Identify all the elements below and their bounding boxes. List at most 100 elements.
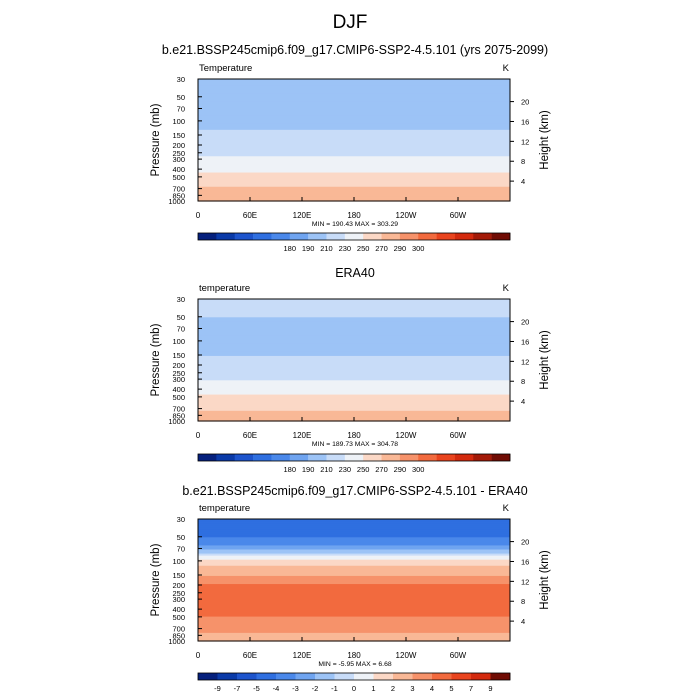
pressure-tick-label: 100 <box>172 557 185 566</box>
colorbar-tick-label: 180 <box>284 465 297 474</box>
colorbar-tick-label: 230 <box>339 465 352 474</box>
colorbar-swatch <box>454 233 474 240</box>
colorbar-tick-label: 300 <box>412 465 425 474</box>
pressure-tick-label: 400 <box>172 605 185 614</box>
colorbar-tick-label: -1 <box>331 684 338 693</box>
pressure-tick-label: 150 <box>172 351 185 360</box>
pressure-tick-label: 1000 <box>168 637 185 646</box>
pressure-tick-label: 150 <box>172 571 185 580</box>
lon-tick-label: 60E <box>243 211 257 220</box>
pressure-tick-label: 250 <box>172 149 185 158</box>
pressure-tick-label: 70 <box>177 104 185 113</box>
field-band-3 <box>198 571 510 575</box>
field-band-1 <box>198 85 510 88</box>
colorbar-swatch <box>418 233 437 240</box>
height-tick-label: 12 <box>521 357 529 366</box>
field-band-1 <box>198 166 510 170</box>
colorbar-tick-label: 250 <box>357 244 370 253</box>
pressure-tick-label: 30 <box>177 295 185 304</box>
pressure-tick-label: 100 <box>172 337 185 346</box>
field-band-2 <box>198 355 510 359</box>
colorbar-swatch <box>344 454 364 461</box>
field-band-3 <box>198 543 510 547</box>
colorbar-swatch <box>216 454 235 461</box>
units-label-3: K <box>503 503 510 514</box>
field-band-3 <box>198 596 510 599</box>
field-band-2 <box>198 392 510 396</box>
colorbar-swatch <box>454 454 474 461</box>
field-band-3 <box>198 588 510 591</box>
y-axis-title-2: Pressure (mb) <box>150 323 162 396</box>
colorbar-swatch <box>217 673 238 680</box>
colorbar-tick-label: 190 <box>302 244 315 253</box>
field-band-1 <box>198 190 510 194</box>
colorbar-swatch <box>198 454 217 461</box>
field-band-2 <box>198 349 510 353</box>
field-band-1 <box>198 133 510 137</box>
field-band-3 <box>198 602 510 605</box>
colorbar-swatch <box>354 673 374 680</box>
field-band-2 <box>198 323 510 327</box>
field-band-1 <box>198 115 510 119</box>
field-band-1 <box>198 99 510 102</box>
colorbar-swatch <box>432 673 452 680</box>
lon-tick-label: 180 <box>347 431 361 440</box>
colorbar-swatch <box>436 233 456 240</box>
field-band-3 <box>198 535 510 538</box>
field-band-3 <box>198 582 510 585</box>
colorbar-tick-label: 290 <box>394 465 407 474</box>
pressure-tick-label: 30 <box>177 515 185 524</box>
colorbar-swatch <box>289 454 309 461</box>
field-band-2 <box>198 317 510 320</box>
colorbar-swatch <box>271 454 291 461</box>
lon-tick-label: 0 <box>196 431 201 440</box>
field-band-1 <box>198 111 510 115</box>
field-band-1 <box>198 93 510 96</box>
field-band-3 <box>198 573 510 577</box>
field-band-3 <box>198 598 510 601</box>
y2-axis-title-3: Height (km) <box>539 550 551 610</box>
colorbar-swatch <box>253 233 272 240</box>
field-band-1 <box>198 109 510 113</box>
colorbar-swatch <box>412 673 433 680</box>
field-band-2 <box>198 305 510 308</box>
field-band-3 <box>198 561 510 565</box>
field-band-3 <box>198 620 510 624</box>
field-band-1 <box>198 180 510 184</box>
field-band-1 <box>198 140 510 143</box>
field-band-3 <box>198 592 510 595</box>
field-band-1 <box>198 176 510 180</box>
colorbar-swatch <box>198 673 218 680</box>
pressure-tick-label: 70 <box>177 544 185 553</box>
field-band-1 <box>198 182 510 186</box>
height-tick-label: 12 <box>521 577 529 586</box>
lon-tick-label: 60E <box>243 431 257 440</box>
height-tick-label: 4 <box>521 617 525 626</box>
field-band-1 <box>198 158 510 161</box>
field-band-1 <box>198 172 510 176</box>
pressure-tick-label: 400 <box>172 165 185 174</box>
height-tick-label: 16 <box>521 117 529 126</box>
colorbar-tick-label: 270 <box>375 244 388 253</box>
field-band-1 <box>198 135 510 139</box>
field-band-2 <box>198 396 510 400</box>
colorbar-swatch <box>308 454 327 461</box>
field-band-2 <box>198 329 510 333</box>
field-band-1 <box>198 146 510 149</box>
panel-3-title: b.e21.BSSP245cmip6.f09_g17.CMIP6-SSP2-4.… <box>182 484 528 498</box>
field-band-2 <box>198 388 510 392</box>
units-label-1: K <box>503 63 510 74</box>
field-band-1 <box>198 156 510 159</box>
pressure-tick-label: 850 <box>172 411 185 420</box>
colorbar-tick-label: 2 <box>391 684 395 693</box>
field-band-3 <box>198 604 510 608</box>
field-band-3 <box>198 632 510 636</box>
field-band-2 <box>198 382 510 385</box>
field-band-2 <box>198 380 510 383</box>
colorbar-tick-label: -3 <box>292 684 299 693</box>
colorbar-swatch <box>271 233 291 240</box>
pressure-tick-label: 200 <box>172 361 185 370</box>
field-band-2 <box>198 390 510 394</box>
field-band-2 <box>198 335 510 339</box>
